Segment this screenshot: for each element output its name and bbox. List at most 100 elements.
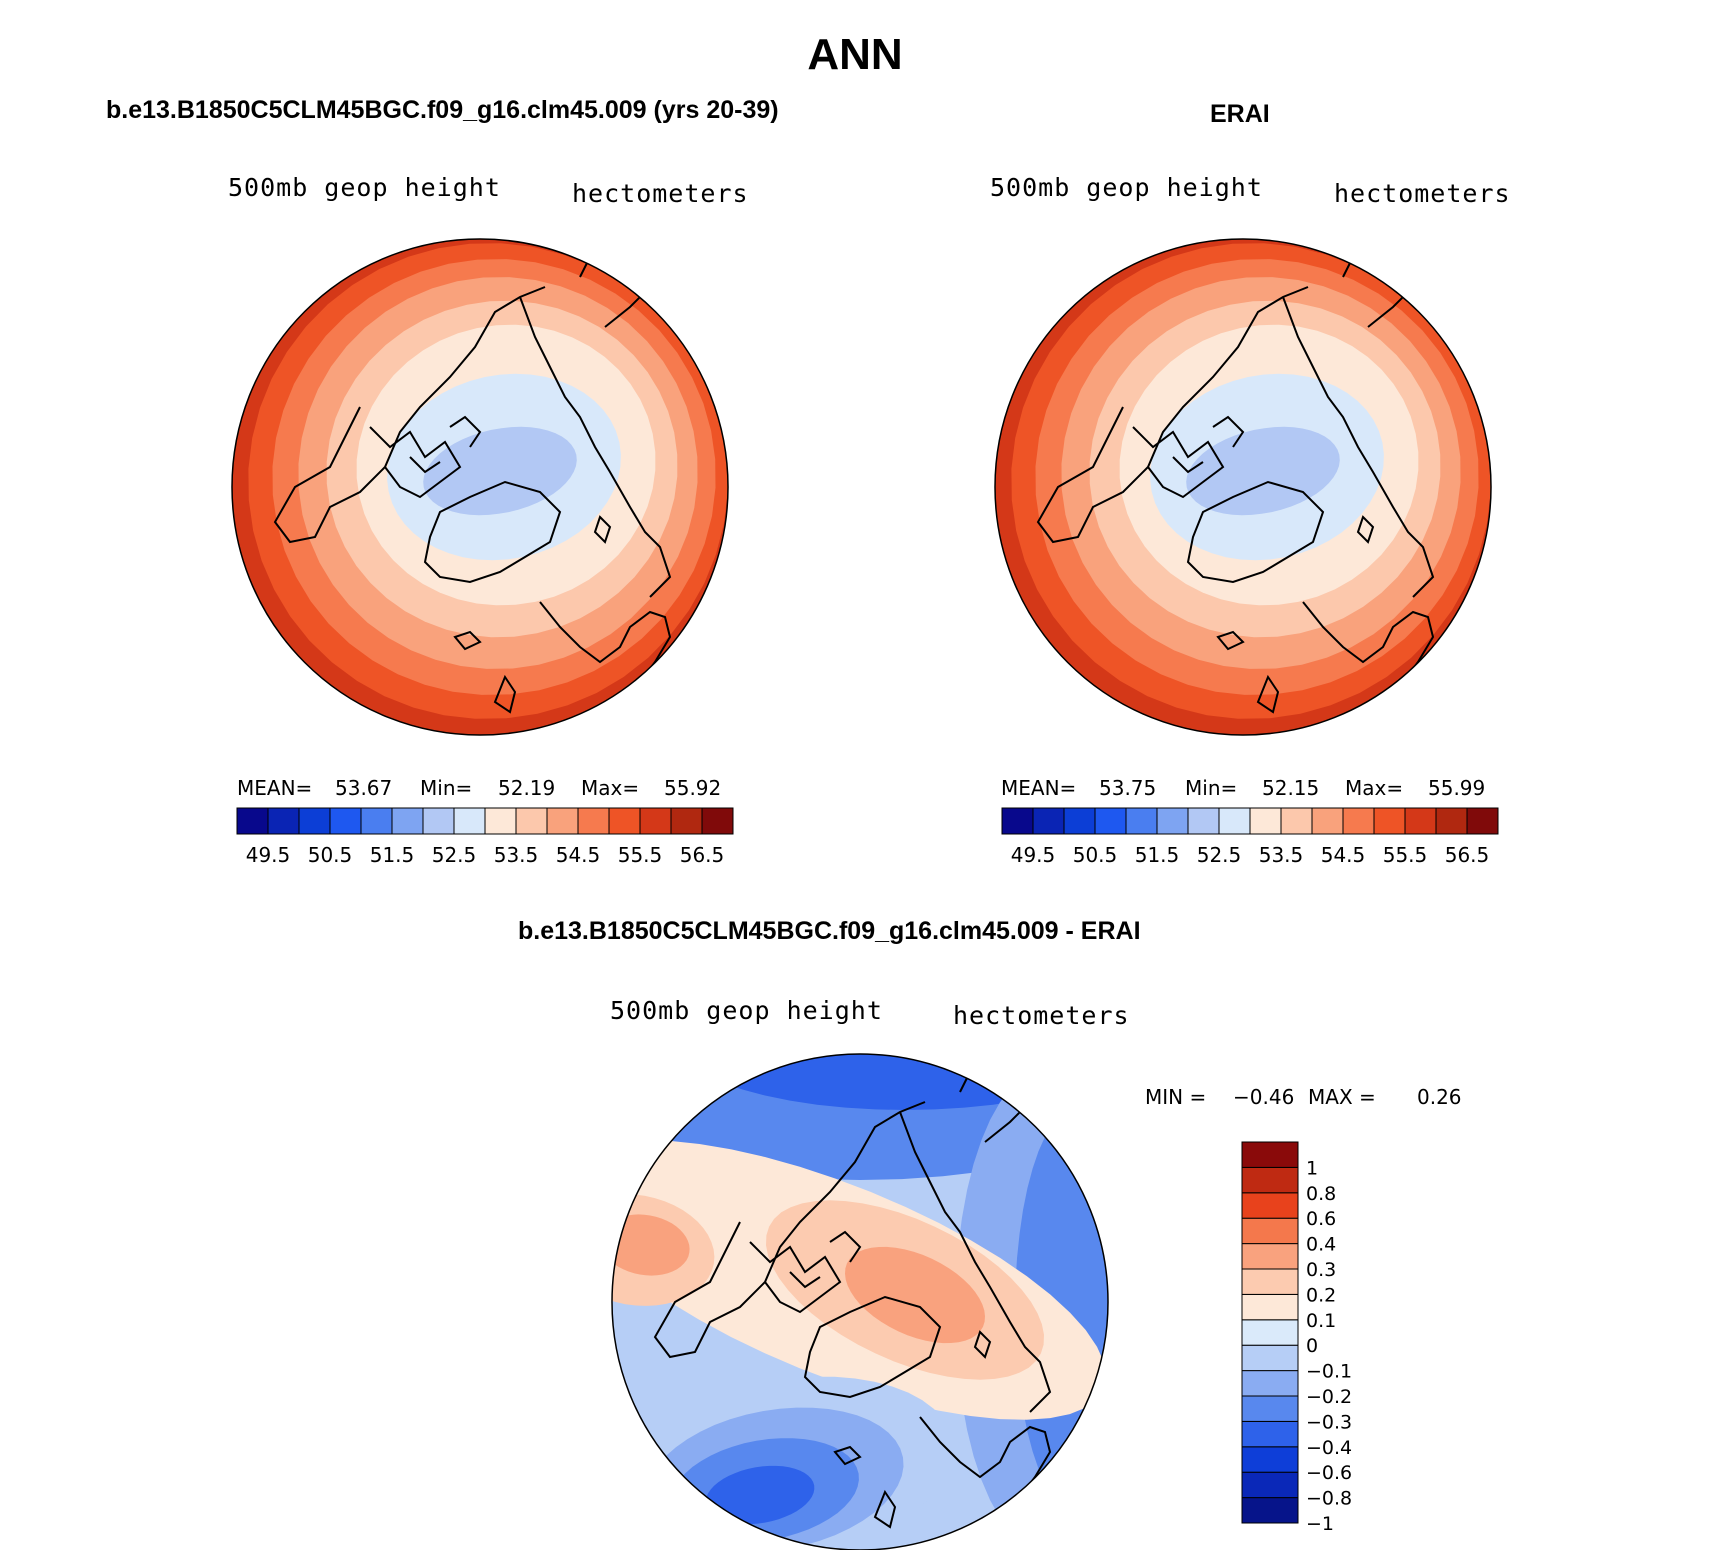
right-colorbar-tick-label: 56.5 [1445,843,1490,867]
diff-colorbar-tick-label: 0.8 [1306,1183,1336,1205]
right-mean-label: MEAN= [1001,776,1077,800]
diff-colorbar-tick-label: 0.1 [1306,1310,1336,1332]
left-map-border [231,238,729,736]
right-min-value: 52.15 [1262,776,1320,800]
left-colorbar-tick-label: 56.5 [680,843,725,867]
left-colorbar-tick-label: 54.5 [556,843,601,867]
left-colorbar-swatch [546,807,579,835]
right-colorbar-swatch [1342,807,1375,835]
left-max-value: 55.92 [664,776,722,800]
diff-colorbar-tick-label: −0.6 [1306,1462,1352,1484]
coastline [273,286,546,544]
right-colorbar-tick-label: 54.5 [1321,843,1366,867]
diff-colorbar-swatch [1241,1497,1299,1524]
diff-field-label: 500mb geop height [610,996,883,1025]
right-colorbar-tick-label: 49.5 [1011,843,1056,867]
left-colorbar-swatch [267,807,300,835]
coastline [593,515,612,544]
right-colorbar-swatch [1249,807,1282,835]
diff-colorbar-tick-label: 0.3 [1306,1259,1336,1281]
diff-max-value: 0.26 [1417,1085,1462,1109]
left-colorbar-swatch [577,807,610,835]
right-colorbar-swatch [1373,807,1406,835]
left-colorbar-swatch [608,807,641,835]
coastline [1256,674,1280,714]
diff-map [611,1053,1109,1550]
right-min-label: Min= [1185,776,1238,800]
diff-colorbar-swatch [1241,1268,1299,1295]
diff-contour-band [845,1246,985,1344]
right-colorbar-swatch [1187,807,1220,835]
diff-colorbar-tick-label: −0.4 [1306,1437,1352,1459]
figure-title: ANN [807,30,903,79]
left-max-label: Max= [581,776,640,800]
left-colorbar-swatch [453,807,486,835]
diff-colorbar-tick-label: 0.6 [1306,1208,1336,1230]
diff-colorbar-swatch [1241,1446,1299,1473]
coastline [653,1101,926,1359]
right-colorbar-tick-label: 50.5 [1073,843,1118,867]
diff-colorbar: 1 0.8 0.6 0.4 0.3 0.2 0.1 0 −0.1 −0.2 −0.3 −0.4 −0.6… [1241,1141,1352,1535]
left-panel-title: b.e13.B1850C5CLM45BGC.f09_g16.clm45.009 … [106,96,779,124]
left-colorbar-swatch [639,807,672,835]
right-mean-value: 53.75 [1099,776,1157,800]
right-colorbar-swatch [1094,807,1127,835]
right-colorbar-swatch [1435,807,1468,835]
right-colorbar-tick-label: 52.5 [1197,843,1242,867]
diff-panel-title: b.e13.B1850C5CLM45BGC.f09_g16.clm45.009 … [518,917,1141,945]
diff-colorbar-swatch [1241,1471,1299,1499]
right-colorbar-swatch [1156,807,1189,835]
diff-max-label: MAX = [1308,1085,1376,1109]
diff-colorbar-tick-label: −0.3 [1306,1411,1352,1433]
right-colorbar: 49.5 50.5 51.5 52.5 53.5 54.5 55.5 56.5 [1001,807,1499,867]
right-colorbar-swatch [1311,807,1344,835]
diff-colorbar-swatch [1241,1141,1299,1168]
diff-colorbar-tick-label: 0.4 [1306,1234,1336,1256]
diff-colorbar-swatch [1241,1344,1299,1372]
left-colorbar-swatch [391,807,424,835]
diff-colorbar-swatch [1241,1420,1299,1448]
right-colorbar-swatch [1063,807,1096,835]
right-colorbar-swatch [1032,807,1065,835]
coastline [369,426,462,499]
coastline [1216,630,1245,651]
coastline [789,1230,862,1289]
diff-colorbar-swatch [1241,1243,1299,1270]
diff-contour-band [705,1465,815,1525]
right-colorbar-tick-label: 55.5 [1383,843,1428,867]
diff-colorbar-tick-label: −0.2 [1306,1386,1352,1408]
diff-colorbar-tick-label: −0.1 [1306,1361,1352,1383]
coastline [973,1330,992,1359]
left-colorbar-tick-label: 51.5 [370,843,415,867]
left-colorbar-tick-label: 55.5 [618,843,663,867]
diff-colorbar-swatch [1241,1319,1299,1346]
right-colorbar-swatch [1466,807,1499,835]
right-colorbar-tick-label: 51.5 [1135,843,1180,867]
left-colorbar-swatch [484,807,517,835]
coastline [519,296,672,598]
left-colorbar-swatch [670,807,703,835]
right-field-label: 500mb geop height [990,173,1263,202]
diff-colorbar-tick-label: −1 [1306,1513,1334,1535]
left-colorbar-tick-label: 50.5 [308,843,353,867]
left-colorbar-swatch [422,807,455,835]
diff-colorbar-swatch [1241,1395,1299,1422]
coastline [873,1489,897,1529]
coastline [423,480,562,584]
left-colorbar-swatch [701,807,734,835]
right-units-label: hectometers [1334,179,1511,208]
left-min-label: Min= [420,776,473,800]
right-colorbar-swatch [1404,807,1437,835]
diff-colorbar-tick-label: 1 [1306,1157,1318,1179]
diff-colorbar-swatch [1241,1166,1299,1194]
diff-colorbar-swatch [1241,1370,1299,1397]
left-colorbar-tick-label: 49.5 [246,843,291,867]
left-field-label: 500mb geop height [228,173,501,202]
left-colorbar-swatch [329,807,362,835]
left-colorbar-tick-label: 53.5 [494,843,539,867]
left-min-value: 52.19 [498,776,556,800]
diff-colorbar-swatch [1241,1217,1299,1245]
diff-colorbar-tick-label: 0.2 [1306,1284,1336,1306]
right-colorbar-swatch [1218,807,1251,835]
diff-min-value: −0.46 [1233,1085,1295,1109]
